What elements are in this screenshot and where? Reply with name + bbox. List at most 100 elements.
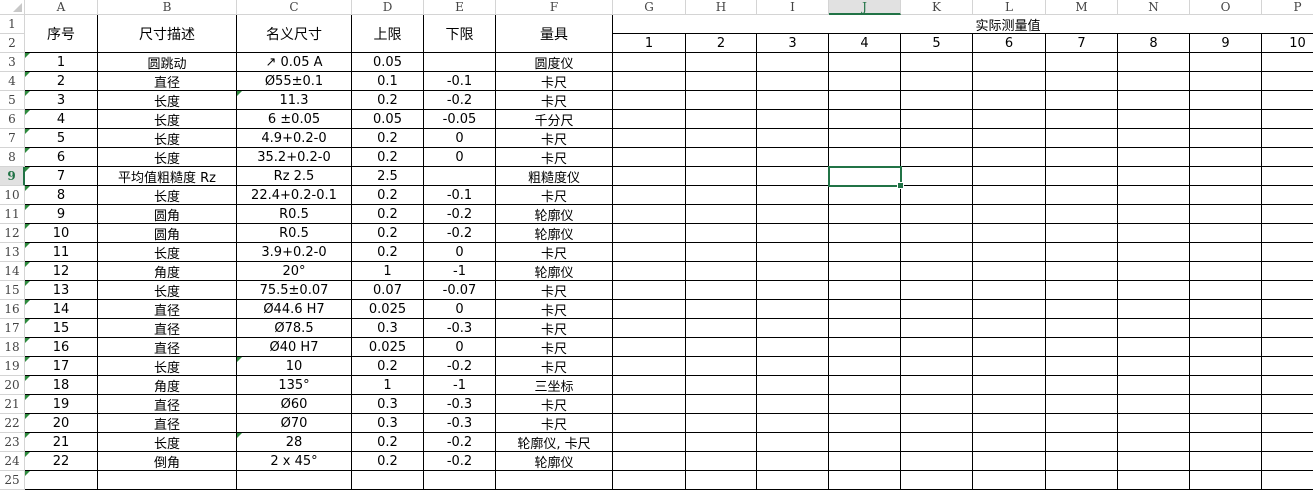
cell-P6[interactable] <box>1262 110 1313 129</box>
cell-P9[interactable] <box>1262 167 1313 186</box>
cell-F4[interactable]: 卡尺 <box>496 72 613 91</box>
column-header-H[interactable]: H <box>686 0 757 15</box>
row-header-25[interactable]: 25 <box>0 471 25 490</box>
cell-H3[interactable] <box>686 53 757 72</box>
cell-A5[interactable]: 3 <box>25 91 98 110</box>
cell-P14[interactable] <box>1262 262 1313 281</box>
cell-B8[interactable]: 长度 <box>98 148 237 167</box>
cell-F23[interactable]: 轮廓仪, 卡尺 <box>496 433 613 452</box>
column-header-F[interactable]: F <box>496 0 613 15</box>
cell-L14[interactable] <box>973 262 1046 281</box>
cell-D13[interactable]: 0.2 <box>352 243 424 262</box>
cell-M12[interactable] <box>1046 224 1118 243</box>
cell-H15[interactable] <box>686 281 757 300</box>
cell-A19[interactable]: 17 <box>25 357 98 376</box>
row-header-6[interactable]: 6 <box>0 110 25 129</box>
cell-G15[interactable] <box>613 281 686 300</box>
cell-G6[interactable] <box>613 110 686 129</box>
cell-B15[interactable]: 长度 <box>98 281 237 300</box>
cell-O16[interactable] <box>1190 300 1262 319</box>
cell-A3[interactable]: 1 <box>25 53 98 72</box>
cell-I19[interactable] <box>757 357 829 376</box>
cell-D7[interactable]: 0.2 <box>352 129 424 148</box>
cell-L10[interactable] <box>973 186 1046 205</box>
cell-J23[interactable] <box>829 433 901 452</box>
cell-G7[interactable] <box>613 129 686 148</box>
cell-D20[interactable]: 1 <box>352 376 424 395</box>
cell-K10[interactable] <box>901 186 973 205</box>
cell-D6[interactable]: 0.05 <box>352 110 424 129</box>
cell-L20[interactable] <box>973 376 1046 395</box>
cell-M3[interactable] <box>1046 53 1118 72</box>
cell-H12[interactable] <box>686 224 757 243</box>
cell-N11[interactable] <box>1118 205 1190 224</box>
cell-C22[interactable]: Ø70 <box>237 414 352 433</box>
cell-K3[interactable] <box>901 53 973 72</box>
cell-K22[interactable] <box>901 414 973 433</box>
cell-E12[interactable]: -0.2 <box>424 224 496 243</box>
cell-N9[interactable] <box>1118 167 1190 186</box>
column-header-C[interactable]: C <box>237 0 352 15</box>
cell-J9[interactable] <box>829 167 901 186</box>
cell-O24[interactable] <box>1190 452 1262 471</box>
cell-L23[interactable] <box>973 433 1046 452</box>
cell-L13[interactable] <box>973 243 1046 262</box>
cell-J22[interactable] <box>829 414 901 433</box>
cell-I25[interactable] <box>757 471 829 490</box>
cell-P16[interactable] <box>1262 300 1313 319</box>
cell-B9[interactable]: 平均值粗糙度 Rz <box>98 167 237 186</box>
header-measure-8[interactable]: 8 <box>1118 34 1190 53</box>
cell-B20[interactable]: 角度 <box>98 376 237 395</box>
cell-C9[interactable]: Rz 2.5 <box>237 167 352 186</box>
cell-D3[interactable]: 0.05 <box>352 53 424 72</box>
cell-K16[interactable] <box>901 300 973 319</box>
cell-P5[interactable] <box>1262 91 1313 110</box>
cell-K24[interactable] <box>901 452 973 471</box>
cell-P23[interactable] <box>1262 433 1313 452</box>
cell-I3[interactable] <box>757 53 829 72</box>
cell-F24[interactable]: 轮廓仪 <box>496 452 613 471</box>
cell-N22[interactable] <box>1118 414 1190 433</box>
cell-F16[interactable]: 卡尺 <box>496 300 613 319</box>
cell-P3[interactable] <box>1262 53 1313 72</box>
cell-H13[interactable] <box>686 243 757 262</box>
cell-O8[interactable] <box>1190 148 1262 167</box>
cell-A15[interactable]: 13 <box>25 281 98 300</box>
cell-E6[interactable]: -0.05 <box>424 110 496 129</box>
cell-G5[interactable] <box>613 91 686 110</box>
cell-H24[interactable] <box>686 452 757 471</box>
cell-H25[interactable] <box>686 471 757 490</box>
cell-B5[interactable]: 长度 <box>98 91 237 110</box>
cell-K25[interactable] <box>901 471 973 490</box>
cell-N23[interactable] <box>1118 433 1190 452</box>
cell-O20[interactable] <box>1190 376 1262 395</box>
cell-E18[interactable]: 0 <box>424 338 496 357</box>
row-header-19[interactable]: 19 <box>0 357 25 376</box>
cell-B12[interactable]: 圆角 <box>98 224 237 243</box>
cell-B3[interactable]: 圆跳动 <box>98 53 237 72</box>
cell-A8[interactable]: 6 <box>25 148 98 167</box>
cell-F7[interactable]: 卡尺 <box>496 129 613 148</box>
cell-D8[interactable]: 0.2 <box>352 148 424 167</box>
cell-N21[interactable] <box>1118 395 1190 414</box>
cell-O21[interactable] <box>1190 395 1262 414</box>
cell-C14[interactable]: 20° <box>237 262 352 281</box>
cell-I11[interactable] <box>757 205 829 224</box>
cell-N7[interactable] <box>1118 129 1190 148</box>
cell-E23[interactable]: -0.2 <box>424 433 496 452</box>
cell-E25[interactable] <box>424 471 496 490</box>
cell-C12[interactable]: R0.5 <box>237 224 352 243</box>
cell-G21[interactable] <box>613 395 686 414</box>
column-header-E[interactable]: E <box>424 0 496 15</box>
cell-P20[interactable] <box>1262 376 1313 395</box>
cell-O13[interactable] <box>1190 243 1262 262</box>
cell-L25[interactable] <box>973 471 1046 490</box>
cell-I12[interactable] <box>757 224 829 243</box>
cell-H16[interactable] <box>686 300 757 319</box>
cell-C4[interactable]: Ø55±0.1 <box>237 72 352 91</box>
cell-O19[interactable] <box>1190 357 1262 376</box>
cell-J18[interactable] <box>829 338 901 357</box>
cell-I23[interactable] <box>757 433 829 452</box>
cell-G10[interactable] <box>613 186 686 205</box>
